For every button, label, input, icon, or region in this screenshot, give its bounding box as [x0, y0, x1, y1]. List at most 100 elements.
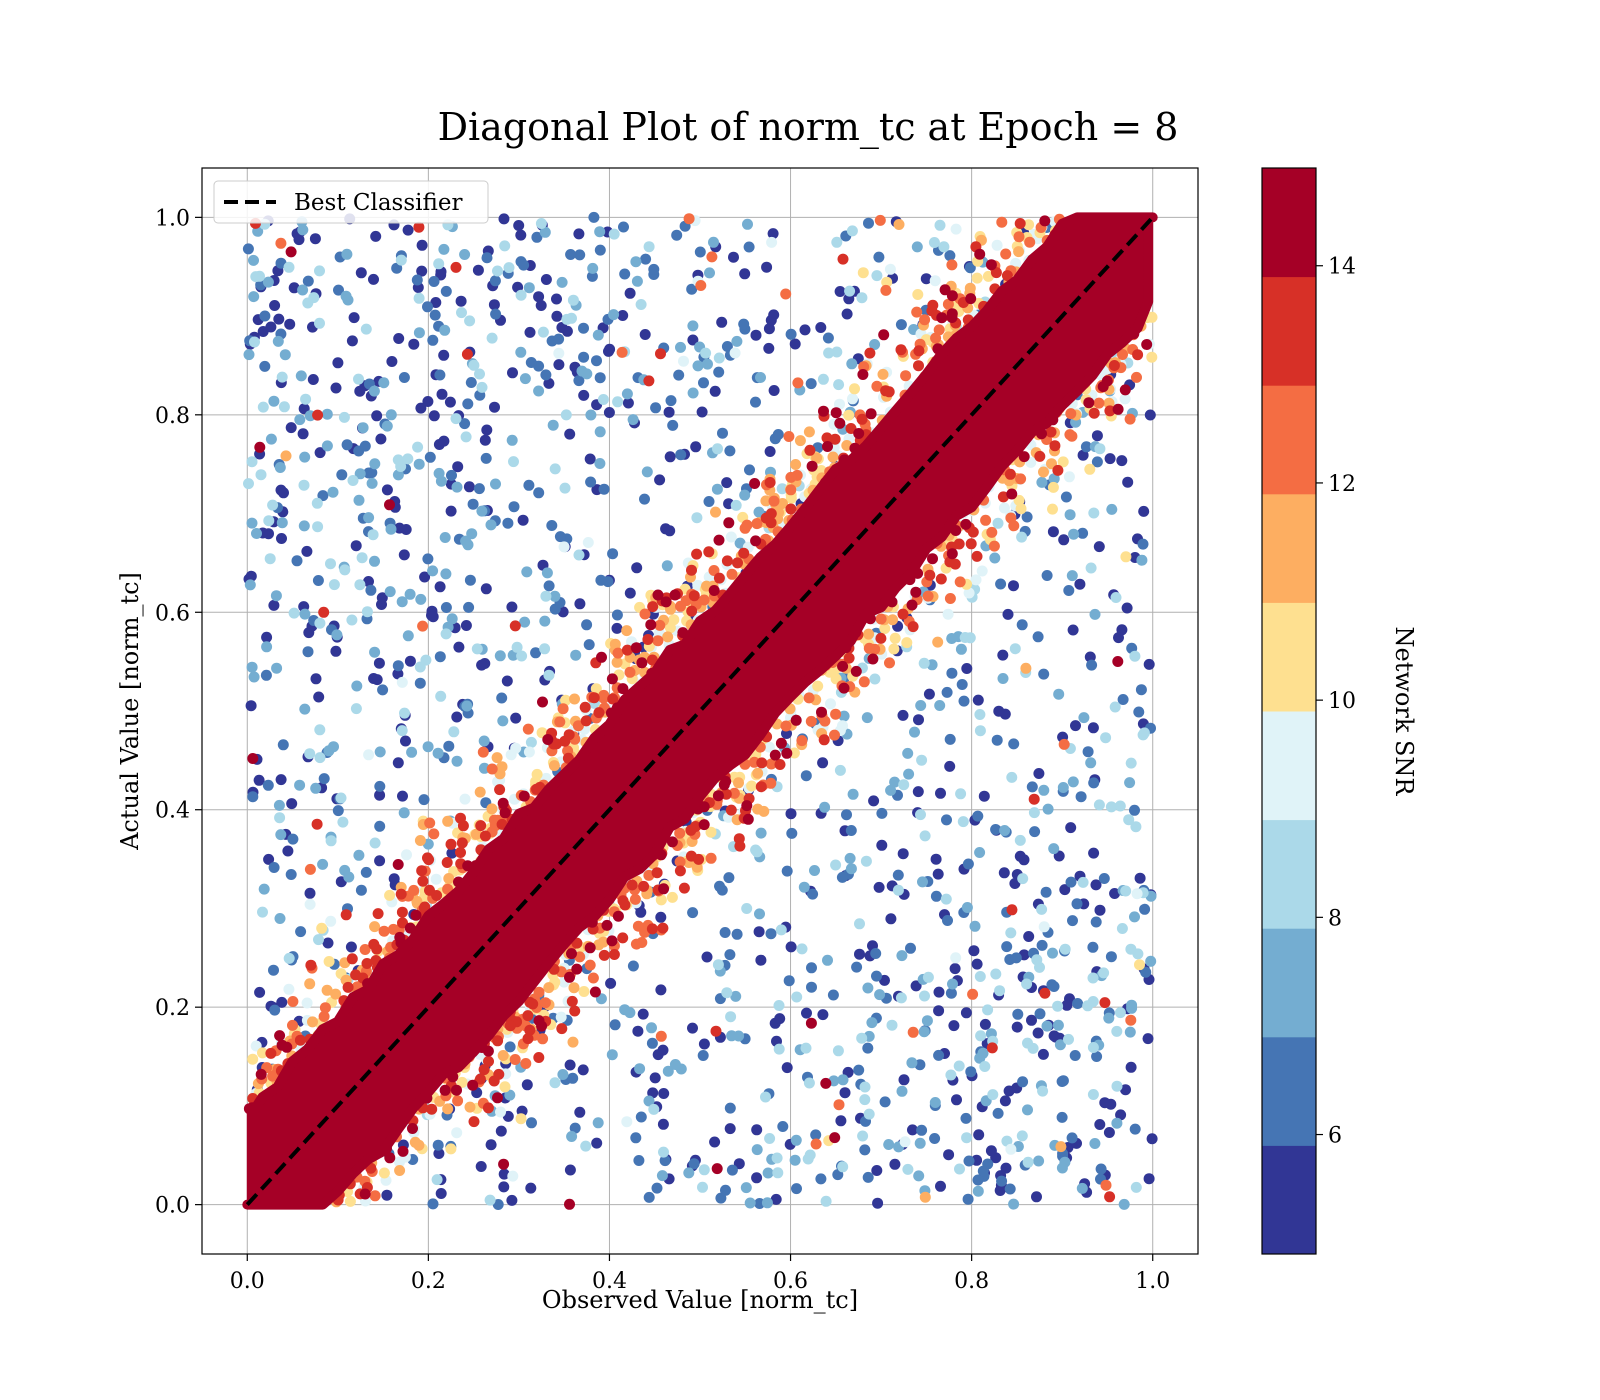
scatter-point [667, 419, 679, 431]
scatter-point [384, 889, 396, 901]
scatter-point [442, 815, 454, 827]
scatter-point [375, 433, 387, 445]
scatter-point [1026, 1014, 1037, 1026]
scatter-point [933, 986, 945, 998]
scatter-point [790, 714, 802, 726]
scatter-point [459, 793, 471, 805]
scatter-point [276, 371, 288, 383]
scatter-point [888, 643, 900, 655]
scatter-point [1144, 409, 1156, 421]
scatter-point [588, 211, 600, 223]
scatter-point [1139, 903, 1151, 915]
scatter-point [624, 587, 636, 599]
scatter-point [248, 291, 260, 303]
scatter-point [731, 335, 743, 347]
scatter-point [928, 237, 940, 248]
scatter-point [543, 377, 555, 389]
scatter-point [400, 735, 411, 747]
scatter-point [884, 657, 895, 669]
scatter-point [429, 309, 441, 321]
scatter-point [1015, 503, 1027, 515]
scatter-point [378, 925, 390, 937]
scatter-point [635, 1111, 647, 1123]
scatter-point [1056, 1111, 1068, 1123]
scatter-point [1146, 1133, 1158, 1145]
scatter-point [368, 385, 380, 397]
scatter-point [611, 609, 623, 621]
scatter-point [666, 891, 678, 903]
scatter-point [993, 705, 1005, 717]
scatter-point [539, 226, 551, 238]
scatter-point [694, 246, 706, 258]
scatter-point [624, 287, 636, 299]
scatter-point [956, 679, 968, 690]
scatter-point [946, 290, 958, 302]
scatter-point [834, 286, 846, 297]
scatter-point [658, 1088, 670, 1099]
scatter-point [1001, 941, 1013, 953]
scatter-point [302, 297, 314, 309]
scatter-point [267, 1070, 279, 1082]
scatter-point [590, 683, 602, 695]
scatter-point [359, 440, 371, 452]
scatter-point [714, 880, 725, 892]
scatter-point [413, 221, 425, 233]
scatter-point [629, 893, 641, 905]
scatter-point [934, 700, 946, 711]
scatter-point [941, 686, 953, 698]
scatter-point [962, 1193, 974, 1205]
scatter-point [399, 707, 410, 719]
scatter-point [415, 402, 427, 414]
scatter-point [1014, 834, 1026, 846]
scatter-point [1071, 898, 1083, 910]
scatter-point [474, 1073, 486, 1085]
scatter-point [724, 1102, 736, 1114]
scatter-point [693, 853, 705, 865]
scatter-point [646, 654, 658, 666]
colorbar-segment [1262, 711, 1316, 821]
scatter-point [913, 345, 925, 357]
scatter-point [675, 1063, 687, 1075]
scatter-point [415, 593, 427, 605]
scatter-point [330, 645, 342, 657]
scatter-point [365, 584, 377, 596]
scatter-point [841, 809, 852, 821]
scatter-point [709, 385, 721, 397]
scatter-point [1064, 509, 1076, 521]
scatter-point [864, 347, 876, 359]
scatter-point [954, 576, 966, 588]
scatter-point [533, 291, 545, 303]
scatter-point [338, 411, 350, 423]
scatter-point [712, 443, 723, 455]
scatter-point [728, 787, 740, 799]
scatter-point [574, 1106, 586, 1118]
scatter-point [862, 1171, 874, 1183]
scatter-point [664, 451, 676, 463]
scatter-point [533, 487, 545, 499]
scatter-point [419, 901, 431, 913]
scatter-point [1066, 570, 1078, 582]
scatter-point [254, 441, 266, 453]
x-tick-label: 0.8 [954, 1269, 989, 1294]
scatter-point [790, 459, 802, 470]
scatter-point [584, 959, 596, 971]
scatter-point [283, 983, 295, 995]
scatter-point [624, 666, 636, 678]
scatter-point [721, 477, 733, 489]
scatter-point [883, 386, 895, 398]
scatter-point [1034, 1008, 1046, 1020]
scatter-point [603, 345, 614, 357]
scatter-point [521, 1079, 533, 1091]
scatter-point [431, 1174, 443, 1186]
scatter-point [914, 1137, 926, 1149]
scatter-point [789, 1154, 801, 1166]
scatter-point [516, 650, 528, 662]
scatter-point [820, 1077, 832, 1089]
scatter-point [460, 620, 472, 631]
scatter-point [974, 847, 986, 858]
colorbar-tick-label: 6 [1328, 1124, 1342, 1149]
scatter-point [476, 381, 488, 393]
scatter-point [478, 735, 490, 747]
scatter-point [1094, 443, 1106, 455]
scatter-point [930, 853, 942, 865]
